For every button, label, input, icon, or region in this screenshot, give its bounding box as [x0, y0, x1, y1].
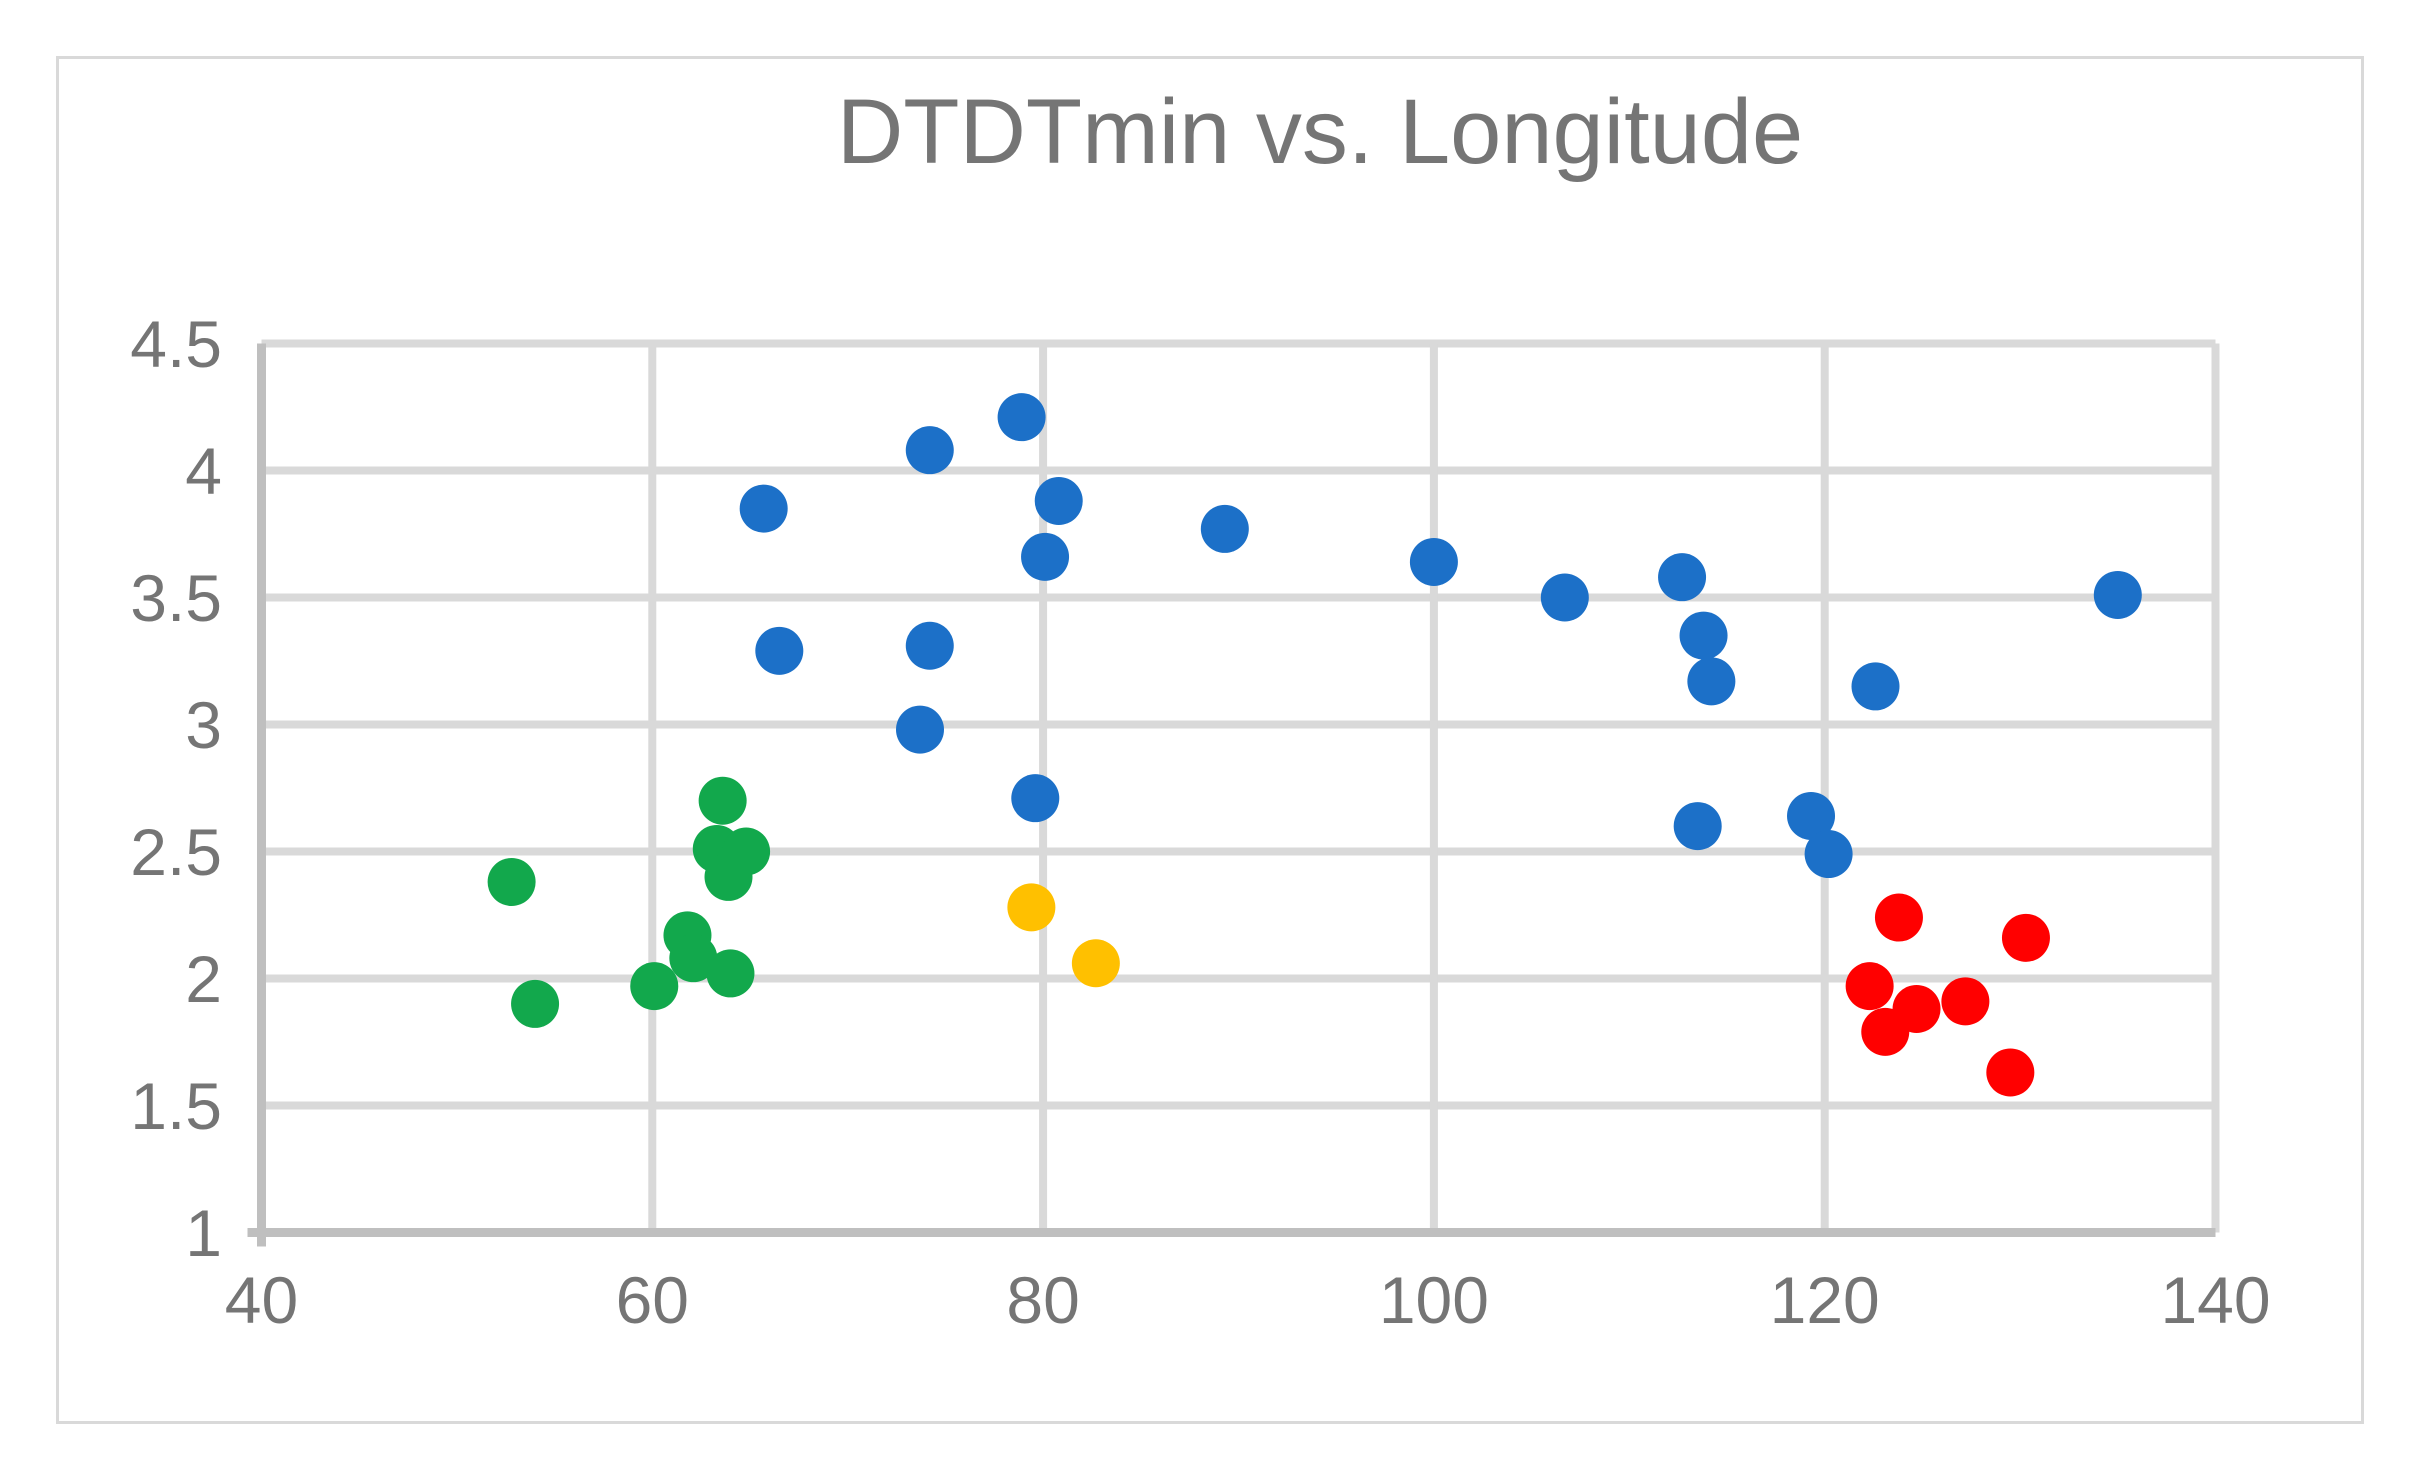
- data-point-blue[interactable]: [1787, 791, 1836, 840]
- data-point-green[interactable]: [487, 857, 536, 906]
- data-point-blue[interactable]: [2093, 570, 2142, 619]
- x-axis-label: 60: [615, 1263, 689, 1337]
- data-point-blue[interactable]: [1679, 611, 1728, 660]
- data-point-red[interactable]: [1845, 962, 1894, 1011]
- data-point-yellow[interactable]: [1071, 939, 1120, 988]
- data-point-blue[interactable]: [1687, 657, 1736, 706]
- data-point-blue[interactable]: [755, 626, 804, 675]
- data-point-blue[interactable]: [1200, 504, 1249, 553]
- data-point-red[interactable]: [1874, 893, 1923, 942]
- y-axis-label: 3.5: [130, 560, 222, 635]
- y-axis-label: 1.5: [130, 1068, 222, 1143]
- data-point-blue[interactable]: [997, 393, 1046, 442]
- x-axis-label: 140: [2160, 1263, 2271, 1337]
- y-axis-label: 4: [185, 433, 222, 508]
- data-point-green[interactable]: [630, 962, 679, 1011]
- data-point-blue[interactable]: [1011, 774, 1060, 823]
- data-point-red[interactable]: [2001, 913, 2050, 962]
- data-point-blue[interactable]: [905, 426, 954, 475]
- data-point-green[interactable]: [511, 979, 560, 1028]
- data-point-blue[interactable]: [1673, 802, 1722, 851]
- data-point-blue[interactable]: [1021, 532, 1070, 581]
- data-point-green[interactable]: [669, 934, 718, 983]
- y-axis-label: 2: [185, 941, 222, 1016]
- chart-title: DTDTmin vs. Longitude: [836, 81, 1804, 183]
- y-axis-label: 3: [185, 687, 222, 762]
- data-point-blue[interactable]: [1034, 476, 1083, 525]
- y-axis-label: 2.5: [130, 814, 222, 889]
- x-axis-label: 40: [224, 1263, 299, 1337]
- y-axis-label: 4.5: [130, 306, 222, 381]
- data-point-red[interactable]: [1986, 1048, 2035, 1097]
- x-axis-label: 100: [1378, 1263, 1489, 1337]
- data-point-red[interactable]: [1861, 1007, 1910, 1056]
- data-point-blue[interactable]: [1409, 537, 1458, 586]
- data-point-blue[interactable]: [1658, 553, 1707, 602]
- data-point-blue[interactable]: [739, 484, 788, 533]
- data-point-green[interactable]: [706, 949, 755, 998]
- data-point-blue[interactable]: [905, 621, 954, 670]
- data-point-blue[interactable]: [1540, 573, 1589, 622]
- data-point-blue[interactable]: [1804, 830, 1853, 879]
- y-axis-label: 1: [185, 1195, 222, 1270]
- data-point-green[interactable]: [698, 776, 747, 825]
- x-axis-label: 120: [1769, 1263, 1880, 1337]
- data-point-yellow[interactable]: [1007, 883, 1056, 932]
- data-point-red[interactable]: [1941, 977, 1990, 1026]
- chart-border: [56, 56, 2364, 1424]
- data-point-blue[interactable]: [1851, 662, 1900, 711]
- data-point-blue[interactable]: [895, 705, 944, 754]
- x-axis-label: 80: [1006, 1263, 1080, 1337]
- data-point-green[interactable]: [704, 852, 753, 901]
